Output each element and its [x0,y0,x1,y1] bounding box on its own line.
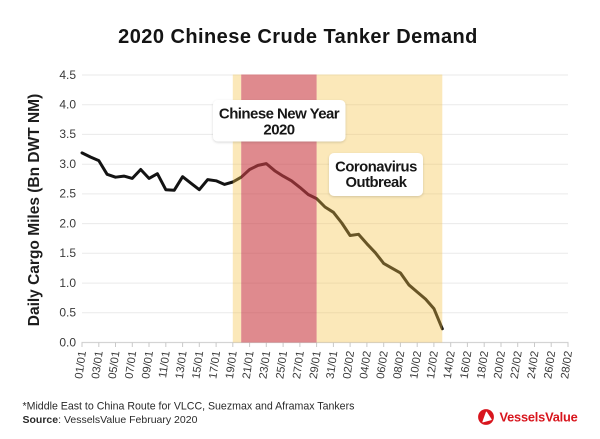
svg-text:17/01: 17/01 [207,350,223,379]
svg-text:Coronavirus: Coronavirus [335,160,417,176]
svg-text:Daily Cargo Miles (Bn DWT NM): Daily Cargo Miles (Bn DWT NM) [26,94,43,327]
svg-text:10/02: 10/02 [408,350,424,379]
svg-text:31/01: 31/01 [325,350,341,379]
svg-text:25/01: 25/01 [274,350,290,379]
svg-text:08/02: 08/02 [392,350,408,379]
svg-text:28/02: 28/02 [559,350,575,379]
svg-text:11/01: 11/01 [157,350,173,379]
svg-text:3.5: 3.5 [59,127,76,141]
svg-text:Outbreak: Outbreak [346,175,408,191]
svg-text:4.5: 4.5 [59,68,76,82]
svg-text:2020: 2020 [263,122,294,139]
svg-text:18/02: 18/02 [475,350,491,379]
svg-text:14/02: 14/02 [442,350,458,379]
svg-text:07/01: 07/01 [123,350,139,379]
svg-text:VesselsValue: VesselsValue [500,410,578,425]
svg-text:01/01: 01/01 [73,350,89,379]
svg-text:29/01: 29/01 [308,350,324,379]
svg-text:27/01: 27/01 [291,350,307,379]
svg-text:15/01: 15/01 [190,350,206,379]
svg-text:21/01: 21/01 [241,350,257,379]
svg-text:09/01: 09/01 [140,350,156,379]
svg-text:23/01: 23/01 [257,350,273,379]
svg-text:0.0: 0.0 [59,335,76,349]
svg-text:3.0: 3.0 [59,157,76,171]
svg-text:Source: VesselsValue February: Source: VesselsValue February 2020 [23,414,198,426]
svg-text:2.0: 2.0 [59,216,76,230]
svg-text:1.0: 1.0 [59,276,76,290]
svg-text:2020 Chinese Crude Tanker Dema: 2020 Chinese Crude Tanker Demand [118,26,478,48]
svg-text:4.0: 4.0 [59,98,76,112]
svg-text:22/02: 22/02 [509,350,525,379]
svg-text:05/01: 05/01 [107,350,123,379]
svg-text:2.5: 2.5 [59,187,76,201]
svg-text:02/02: 02/02 [341,350,357,379]
svg-text:13/01: 13/01 [174,350,190,379]
svg-text:1.5: 1.5 [59,246,76,260]
svg-text:0.5: 0.5 [59,306,76,320]
svg-text:12/02: 12/02 [425,350,441,379]
svg-text:16/02: 16/02 [459,350,475,379]
svg-text:06/02: 06/02 [375,350,391,379]
svg-text:04/02: 04/02 [358,350,374,379]
svg-text:03/01: 03/01 [90,350,106,379]
svg-text:24/02: 24/02 [526,350,542,379]
svg-text:Chinese New Year: Chinese New Year [219,105,340,122]
svg-text:*Middle East to China Route fo: *Middle East to China Route for VLCC, Su… [23,401,355,413]
svg-text:19/01: 19/01 [224,350,240,379]
svg-text:20/02: 20/02 [492,350,508,379]
svg-text:26/02: 26/02 [542,350,558,379]
